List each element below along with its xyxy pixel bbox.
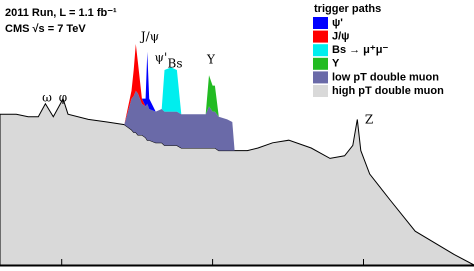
legend-label: high pT double muon [332,85,444,97]
legend-swatch [313,30,328,43]
peak-label: J/ψ [139,30,159,44]
chart-title: 2011 Run, L = 1.1 fb⁻¹ [5,7,117,19]
plot-area [0,44,474,266]
legend-title: trigger paths [314,3,381,15]
peak-label: Υ [206,53,216,67]
peak-label: ω [42,91,52,105]
peak-label: φ [59,91,67,105]
legend-swatch [313,85,328,97]
legend-label: Bs → μ⁺μ⁻ [332,44,388,56]
legend-swatch [313,57,328,70]
legend-label: Υ [332,58,340,70]
legend-swatch [313,71,328,84]
peak-label: Z [365,113,373,127]
legend-swatch [313,17,328,29]
chart-subtitle: CMS √s = 7 TeV [5,23,86,35]
peak-label: ψ' [155,51,168,65]
legend-label: low pT double muon [332,71,439,83]
peak-label: Bs [168,57,183,71]
legend-label: J/ψ [332,31,349,43]
legend-swatch [313,44,328,57]
area [0,97,474,266]
legend-label: ψ' [332,17,343,29]
